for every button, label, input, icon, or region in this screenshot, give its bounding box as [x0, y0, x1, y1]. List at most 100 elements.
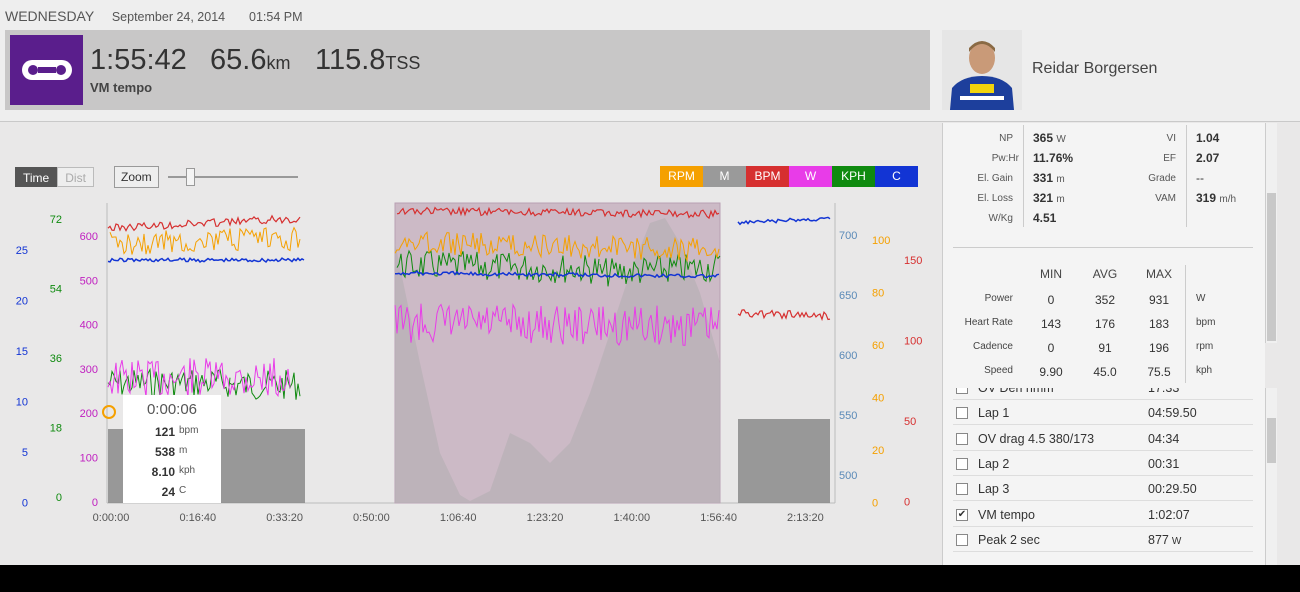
wkg-value: 4.51: [1033, 211, 1057, 225]
workout-date: September 24, 2014: [111, 10, 226, 24]
c-axis-tick: 10: [16, 397, 28, 409]
c-axis-tick: 20: [16, 296, 28, 308]
series-lines: [107, 205, 831, 400]
cadence-trace: [109, 226, 301, 255]
stat-min-value: 0: [1047, 341, 1055, 355]
lap-checkbox[interactable]: [956, 407, 968, 420]
tss-value: 115.8: [315, 44, 386, 76]
stat-min-value: 143: [1040, 317, 1062, 331]
vi-value: 1.04: [1196, 131, 1220, 145]
lap-time-value: 04:59.50: [1148, 406, 1197, 421]
kph-trace: [396, 249, 600, 284]
athlete-avatar[interactable]: [942, 30, 1022, 110]
lap-row[interactable]: Lap 1 04:59.50: [953, 401, 1253, 426]
distance-value: 65.6: [210, 44, 267, 76]
distance-mode-button[interactable]: Dist: [57, 167, 94, 187]
lap-checkbox[interactable]: [956, 457, 968, 470]
grade-value: --: [1196, 171, 1204, 185]
m-axis-tick: 650: [839, 290, 857, 302]
lap-checkbox[interactable]: [956, 483, 968, 496]
time-axis-tick: 0:00:00: [93, 512, 130, 524]
lap-checkbox[interactable]: [956, 432, 968, 445]
c-axis-tick: 0: [22, 498, 28, 510]
rpm-axis-tick: 0: [872, 498, 878, 510]
stat-max-value: 183: [1148, 317, 1170, 331]
lap-row[interactable]: OV drag 4.5 380/173 04:34: [953, 427, 1253, 451]
legend-m-button[interactable]: M: [703, 166, 746, 187]
kph-axis-tick: 18: [50, 423, 62, 435]
lap-row[interactable]: Peak 2 sec 877 W: [953, 528, 1253, 552]
lap-checkbox-checked[interactable]: ✔: [956, 508, 968, 521]
time-axis-tick: 0:50:00: [353, 512, 390, 524]
ef-label: EF: [1163, 153, 1176, 164]
lap-time: 1:02:07: [1148, 508, 1190, 522]
stat-avg-value: 91: [1098, 341, 1112, 355]
stat-max-value: 75.5: [1147, 365, 1171, 379]
tooltip-elevation-unit: m: [179, 445, 188, 456]
grade-label: Grade: [1148, 173, 1176, 184]
lap-time: 04:34: [1148, 432, 1179, 446]
workout-title: VM tempo: [90, 80, 153, 95]
heart-rate-trace: [737, 309, 831, 322]
bpm-axis-tick: 50: [904, 416, 916, 428]
legend-bpm-button[interactable]: BPM: [746, 166, 789, 187]
legend-c-button[interactable]: C: [875, 166, 918, 187]
w-axis-tick: 100: [80, 453, 98, 465]
elevation-area-mid: [395, 218, 720, 503]
laps-scrollbar[interactable]: [1265, 388, 1277, 565]
lap-time-value: 17:33: [1148, 388, 1180, 395]
sport-type-tile[interactable]: [10, 35, 83, 105]
laps-scroll-thumb[interactable]: [1267, 418, 1276, 463]
slider-handle[interactable]: [186, 168, 195, 186]
metrics-divider-left: [1023, 125, 1024, 227]
lap-row[interactable]: OV Den hmm 17:33: [953, 388, 1253, 400]
kph-axis-tick: 54: [50, 284, 62, 296]
lap-row[interactable]: Lap 2 00:31: [953, 452, 1253, 476]
rpm-axis-tick: 100: [872, 235, 890, 247]
smoothing-slider[interactable]: [168, 168, 298, 186]
elloss-value: 321 m: [1033, 191, 1065, 205]
tooltip-speed-unit: kph: [179, 465, 196, 476]
ef-value: 2.07: [1196, 151, 1220, 165]
athlete-name[interactable]: Reidar Borgersen: [1032, 60, 1158, 77]
lap-row[interactable]: ✔ VM tempo 1:02:07: [953, 503, 1253, 527]
metrics-scrollbar[interactable]: [1265, 123, 1277, 343]
lap-time: 00:29.50: [1148, 482, 1197, 496]
time-mode-button[interactable]: Time: [15, 167, 58, 187]
legend-rpm-button[interactable]: RPM: [660, 166, 703, 187]
temperature-trace: [107, 257, 305, 264]
time-axis-tick: 1:40:00: [613, 512, 650, 524]
lap-row[interactable]: Lap 3 00:29.50: [953, 477, 1253, 502]
tooltip-speed-value: 8.10: [151, 465, 175, 479]
rpm-axis-tick: 80: [872, 288, 884, 300]
tss-unit: TSS: [385, 53, 421, 73]
lap-time-value: 00:31: [1148, 456, 1180, 471]
legend-w-button[interactable]: W: [789, 166, 832, 187]
stat-avg-value: 45.0: [1093, 365, 1117, 379]
hover-marker: [102, 405, 116, 419]
vam-unit: m/h: [1219, 194, 1237, 205]
lap-name: Peak 2 sec: [978, 532, 1040, 547]
zoom-button[interactable]: Zoom: [114, 166, 159, 188]
metrics-scroll-thumb[interactable]: [1267, 193, 1276, 341]
rpm-axis-tick: 60: [872, 340, 884, 352]
workout-time: 01:54 PM: [249, 10, 303, 24]
m-axis-tick: 500: [839, 470, 857, 482]
c-axis-tick: 15: [16, 346, 28, 358]
temperature-trace: [395, 270, 720, 279]
athlete-photo: [942, 30, 1022, 110]
temperature-trace: [737, 216, 831, 226]
lap-time-value: 04:34: [1148, 431, 1180, 446]
elloss-number: 321: [1033, 191, 1054, 205]
lap-name: OV Den hmm: [978, 388, 1054, 395]
stats-divider: [1185, 265, 1186, 383]
elgain-unit: m: [1056, 174, 1065, 185]
lap-checkbox[interactable]: [956, 388, 968, 394]
lap-checkbox[interactable]: [956, 533, 968, 546]
time-axis-tick: 0:33:20: [266, 512, 303, 524]
stat-max-value: 931: [1148, 293, 1170, 307]
power-trace: [394, 303, 720, 346]
lap-time-value: 00:29.50: [1148, 482, 1197, 497]
legend-kph-button[interactable]: KPH: [832, 166, 875, 187]
lap-time: 17:33: [1148, 388, 1179, 395]
